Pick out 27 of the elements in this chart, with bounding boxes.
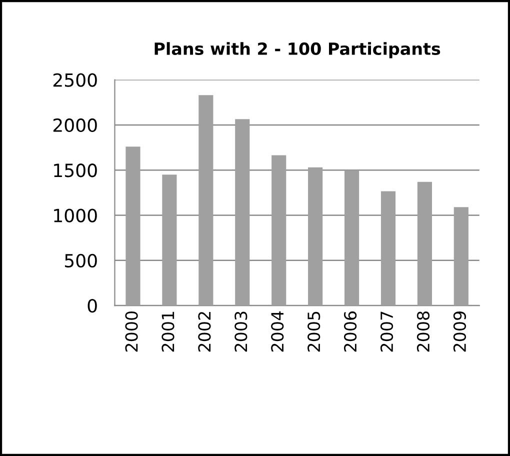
x-tick-label: 2002 (198, 312, 211, 352)
x-tick-label: 2005 (308, 312, 320, 352)
x-tick-label: 2001 (162, 312, 174, 352)
bar (162, 174, 177, 306)
y-tick-label: 1000 (54, 208, 97, 222)
x-tick-label: 2004 (271, 311, 284, 352)
x-tick-label: 2007 (380, 312, 394, 352)
bar (308, 167, 323, 306)
x-tick-label: 2009 (453, 312, 466, 352)
chart-title: Plans with 2 - 100 Participants (154, 42, 440, 58)
x-tick-label: 2000 (125, 311, 138, 352)
bar (344, 170, 360, 306)
bar (126, 146, 140, 306)
x-tick-label: 2003 (234, 312, 248, 352)
bar (454, 207, 468, 306)
y-tick-label: 2500 (53, 73, 97, 87)
y-tick-label: 0 (88, 298, 97, 313)
y-tick-label: 500 (65, 254, 97, 268)
bar (380, 191, 396, 306)
bar (417, 182, 432, 306)
x-tick-label: 2006 (344, 311, 357, 352)
bar (198, 95, 214, 306)
x-tick-label: 2008 (416, 312, 430, 352)
y-tick-label: 1500 (54, 164, 97, 178)
bar (272, 155, 286, 306)
bar (235, 119, 250, 306)
y-tick-label: 2000 (53, 118, 97, 132)
